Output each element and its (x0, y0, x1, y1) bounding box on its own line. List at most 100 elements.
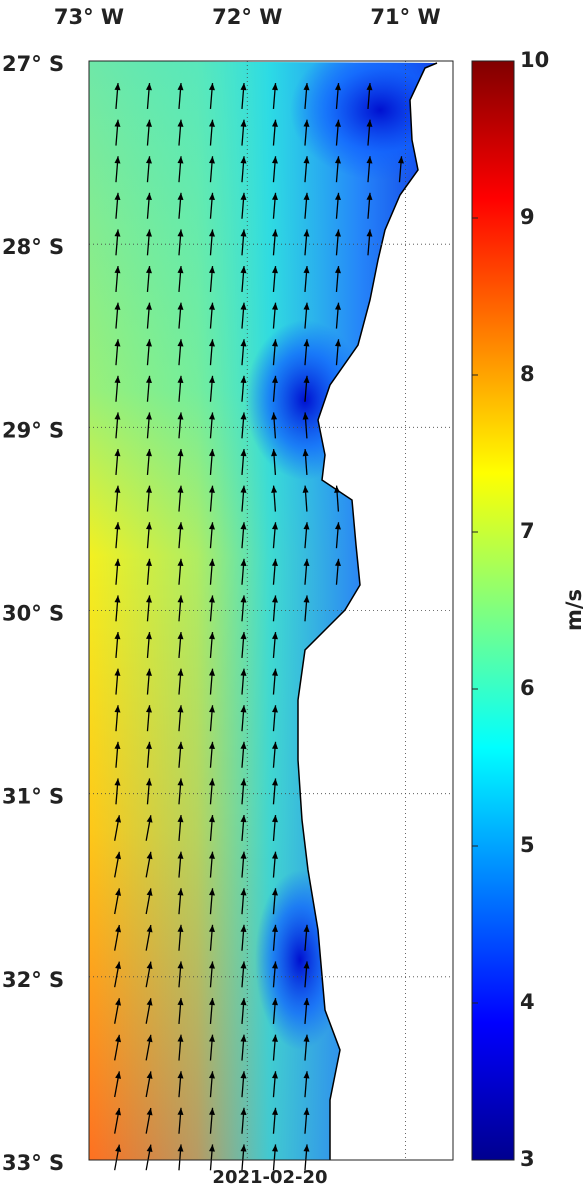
wind-arrow-head (177, 302, 184, 310)
wind-arrow-head (115, 925, 122, 933)
wind-arrow-head (146, 1108, 153, 1116)
wind-arrow-head (208, 961, 215, 969)
wind-arrow-head (145, 632, 152, 640)
wind-arrow-head (208, 192, 215, 201)
colorbar-tick-label: 10 (520, 48, 549, 72)
wind-arrow-head (177, 888, 184, 896)
wind-arrow-head (303, 266, 310, 274)
wind-arrow-head (145, 741, 152, 750)
wind-arrow-head (114, 778, 121, 786)
wind-arrow-head (114, 83, 121, 91)
colorbar-tick-label: 4 (520, 990, 535, 1014)
wind-arrow-head (177, 83, 184, 91)
wind-arrow-head (177, 1034, 184, 1042)
wind-arrow-head (240, 778, 247, 786)
wind-arrow-head (303, 83, 310, 91)
wind-arrow-head (271, 815, 278, 823)
wind-arrow-head (114, 632, 121, 640)
wind-arrow-head (177, 375, 184, 384)
wind-arrow-head (271, 266, 278, 274)
lon-tick-label: 73° W (54, 5, 124, 29)
wind-arrow-head (366, 229, 373, 237)
wind-arrow-head (240, 449, 247, 457)
wind-arrow-head (271, 595, 278, 603)
wind-arrow-head (177, 485, 184, 493)
wind-arrow-head (334, 229, 341, 237)
wind-arrow-head (240, 412, 247, 420)
wind-arrow-head (303, 558, 310, 567)
wind-arrow-head (271, 741, 278, 750)
wind-arrow-head (366, 192, 373, 201)
wind-arrow-head (177, 412, 184, 420)
wind-arrow-head (303, 595, 310, 603)
wind-arrow-head (208, 558, 215, 567)
wind-arrow-head (240, 888, 247, 896)
wind-arrow-head (271, 998, 278, 1006)
wind-arrow-head (334, 83, 341, 91)
wind-arrow-head (177, 998, 184, 1006)
wind-arrow-head (177, 924, 184, 933)
wind-arrow-head (177, 119, 184, 127)
wind-arrow-head (240, 229, 247, 237)
wind-arrow-head (240, 119, 247, 127)
wind-arrow-head (146, 851, 153, 860)
wind-arrow-head (115, 1144, 122, 1153)
wind-arrow-head (334, 485, 341, 493)
wind-arrow-head (240, 522, 247, 530)
wind-arrow-head (114, 485, 121, 493)
date-label: 2021-02-20 (212, 1167, 327, 1188)
wind-arrow-head (240, 485, 247, 493)
wind-arrow-head (366, 83, 373, 91)
wind-arrow-head (146, 1071, 153, 1079)
wind-arrow-head (240, 302, 247, 310)
wind-arrow-head (240, 668, 247, 676)
wind-arrow-head (303, 1144, 310, 1152)
wind-arrow-head (208, 485, 215, 493)
wind-arrow-head (114, 412, 121, 420)
wind-arrow-head (240, 266, 247, 274)
wind-arrow-head (177, 961, 184, 969)
wind-arrow-head (271, 192, 278, 201)
wind-arrow-head (146, 961, 153, 970)
wind-arrow-head (115, 1071, 122, 1079)
wind-arrow-head (271, 229, 278, 237)
colorbar-tick-label: 3 (520, 1147, 535, 1171)
wind-arrow-head (366, 156, 373, 164)
wind-arrow-head (146, 1144, 153, 1153)
colorbar-tick-label: 5 (520, 833, 535, 857)
wind-arrow-head (271, 961, 278, 969)
wind-arrow-head (208, 815, 215, 823)
wind-arrow-head (240, 851, 247, 859)
wind-arrow-head (114, 266, 121, 274)
wind-arrow-head (334, 266, 341, 274)
wind-arrow-head (145, 119, 152, 127)
wind-arrow-head (146, 1034, 153, 1043)
wind-arrow-head (114, 449, 121, 457)
wind-arrow-head (303, 229, 310, 237)
wind-arrow-head (114, 375, 121, 384)
wind-arrow-head (177, 632, 184, 640)
wind-arrow-head (208, 1144, 215, 1152)
wind-arrow-head (271, 339, 278, 347)
wind-arrow-head (271, 668, 278, 676)
wind-arrow-head (334, 339, 341, 347)
wind-arrow-head (240, 924, 247, 933)
lat-tick-label: 31° S (2, 785, 64, 809)
wind-arrow-head (208, 924, 215, 933)
wind-arrow-head (240, 961, 247, 969)
wind-arrow-head (271, 485, 278, 493)
wind-arrow-head (271, 1034, 278, 1042)
wind-arrow-head (115, 1108, 122, 1116)
wind-arrow-head (271, 302, 278, 310)
wind-arrow-head (114, 302, 121, 310)
lon-tick-label: 71° W (370, 5, 440, 29)
wind-arrow-head (114, 229, 121, 237)
colorbar-label: m/s (562, 589, 586, 631)
wind-arrow-head (208, 1107, 215, 1116)
wind-arrow-head (240, 375, 247, 384)
wind-arrow-head (115, 961, 122, 970)
wind-arrow-head (177, 192, 184, 201)
wind-arrow-head (240, 83, 247, 91)
wind-arrow-head (115, 851, 122, 860)
